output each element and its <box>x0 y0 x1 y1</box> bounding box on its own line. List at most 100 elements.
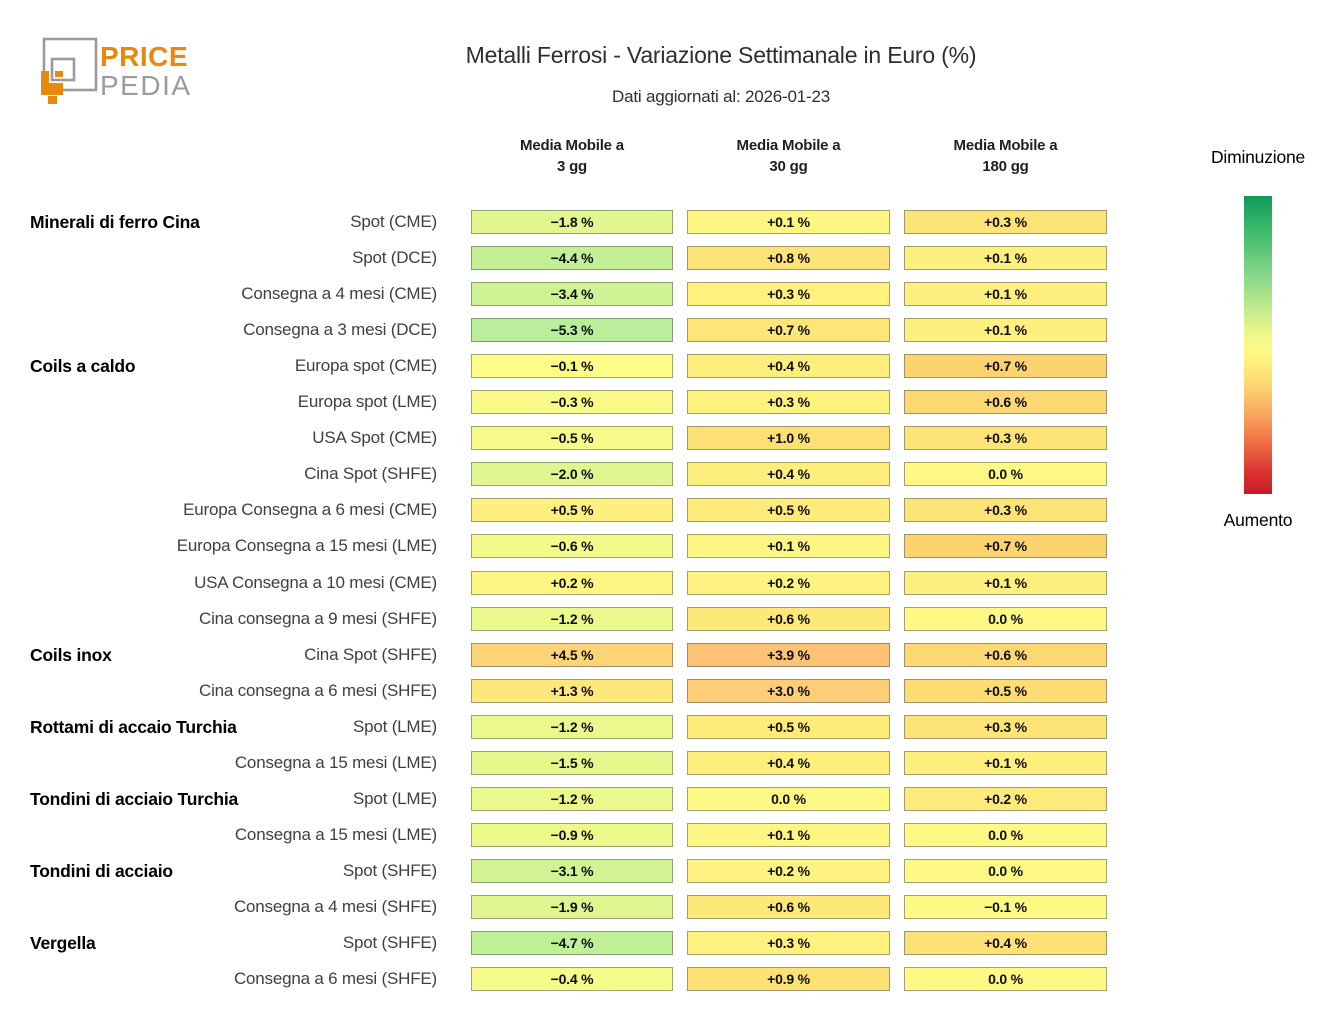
legend-decrease-label: Diminuzione <box>1210 147 1306 167</box>
legend-increase-label: Aumento <box>1223 510 1293 530</box>
table-row: Europa Consegna a 15 mesi (LME) −0.6 % +… <box>0 534 1120 559</box>
table-row: Cina consegna a 6 mesi (SHFE) +1.3 % +3.… <box>0 678 1120 703</box>
data-updated-subtitle: Dati aggiornati al: 2026-01-23 <box>612 87 830 106</box>
row-group-label: Coils a caldo <box>30 356 136 377</box>
heatmap-cell-3gg: −2.0 % <box>471 462 673 487</box>
row-instrument-label: Europa spot (LME) <box>297 392 437 412</box>
row-instrument-label: Spot (SHFE) <box>342 933 437 952</box>
heatmap-cell-3gg: −0.1 % <box>471 354 673 379</box>
heatmap-cell-30gg: +0.8 % <box>687 246 890 271</box>
heatmap-cell-30gg: +0.5 % <box>687 498 890 523</box>
page-title: Metalli Ferrosi - Variazione Settimanale… <box>465 42 977 68</box>
heatmap-cell-30gg: +0.7 % <box>687 318 890 343</box>
row-instrument-label: Europa spot (CME) <box>294 356 437 376</box>
table-row: Cina consegna a 9 mesi (SHFE) −1.2 % +0.… <box>0 606 1120 631</box>
heatmap-cell-180gg: +0.7 % <box>904 354 1107 379</box>
heatmap-cell-30gg: +0.9 % <box>687 967 890 992</box>
table-row: Minerali di ferro Cina Spot (CME) −1.8 %… <box>0 210 1120 234</box>
pricepedia-logo-icon <box>41 37 98 104</box>
heatmap-cell-30gg: +1.0 % <box>687 426 890 451</box>
heatmap-cell-30gg: +0.1 % <box>687 210 890 234</box>
heatmap-cell-180gg: −0.1 % <box>904 894 1107 919</box>
row-instrument-label: Cina Spot (SHFE) <box>304 464 437 484</box>
row-instrument-label: USA Spot (CME) <box>312 428 437 448</box>
heatmap-cell-3gg: −4.7 % <box>471 931 673 955</box>
table-row: Cina Spot (SHFE) −2.0 % +0.4 % 0.0 % <box>0 462 1120 487</box>
table-row: Consegna a 3 mesi (DCE) −5.3 % +0.7 % +0… <box>0 318 1120 343</box>
heatmap-cell-180gg: +0.7 % <box>904 534 1107 559</box>
heatmap-cell-3gg: −3.1 % <box>471 858 673 883</box>
table-row: Coils a caldo Europa spot (CME) −0.1 % +… <box>0 354 1120 379</box>
heatmap-cell-180gg: +0.1 % <box>904 246 1107 271</box>
heatmap-cell-30gg: +0.4 % <box>687 750 890 775</box>
row-instrument-label: Spot (SHFE) <box>342 860 437 880</box>
heatmap-cell-3gg: −1.8 % <box>471 210 673 234</box>
heatmap-cell-180gg: +0.4 % <box>904 931 1107 955</box>
row-instrument-label: Europa Consegna a 6 mesi (CME) <box>183 500 437 520</box>
logo-pedia-label: PEDIA <box>100 70 192 101</box>
table-row: Spot (DCE) −4.4 % +0.8 % +0.1 % <box>0 246 1120 271</box>
table-row: Consegna a 15 mesi (LME) −0.9 % +0.1 % 0… <box>0 822 1120 847</box>
row-instrument-label: Cina consegna a 9 mesi (SHFE) <box>199 608 437 628</box>
heatmap-cell-30gg: 0.0 % <box>687 786 890 811</box>
heatmap-cell-3gg: −1.9 % <box>471 894 673 919</box>
heatmap-cell-30gg: +0.3 % <box>687 390 890 415</box>
heatmap-cell-180gg: +0.1 % <box>904 318 1107 343</box>
heatmap-cell-30gg: +3.0 % <box>687 678 890 703</box>
table-row: Tondini di acciaio Turchia Spot (LME) −1… <box>0 786 1120 811</box>
row-instrument-label: Spot (CME) <box>350 212 437 231</box>
heatmap-cell-3gg: +0.2 % <box>471 570 673 595</box>
heatmap-cell-30gg: +0.2 % <box>687 570 890 595</box>
row-instrument-label: Consegna a 6 mesi (SHFE) <box>233 969 437 989</box>
row-instrument-label: Consegna a 4 mesi (SHFE) <box>233 896 437 916</box>
heatmap-cell-30gg: +0.2 % <box>687 858 890 883</box>
column-header: Media Mobile a 180 gg <box>953 137 1058 175</box>
heatmap-cell-30gg: +0.1 % <box>687 822 890 847</box>
heatmap-cell-3gg: −0.3 % <box>471 390 673 415</box>
heatmap-cell-30gg: +3.9 % <box>687 642 890 667</box>
heatmap-cell-3gg: −0.4 % <box>471 967 673 992</box>
table-row: Consegna a 4 mesi (SHFE) −1.9 % +0.6 % −… <box>0 894 1120 919</box>
heatmap-cell-30gg: +0.1 % <box>687 534 890 559</box>
heatmap-cell-180gg: +0.6 % <box>904 390 1107 415</box>
table-row: Tondini di acciaio Spot (SHFE) −3.1 % +0… <box>0 858 1120 883</box>
heatmap-cell-180gg: 0.0 % <box>904 606 1107 631</box>
heatmap-cell-3gg: −1.2 % <box>471 786 673 811</box>
heatmap-cell-180gg: 0.0 % <box>904 967 1107 992</box>
table-row: Coils inox Cina Spot (SHFE) +4.5 % +3.9 … <box>0 642 1120 667</box>
row-group-label: Coils inox <box>30 644 112 665</box>
table-row: Europa spot (LME) −0.3 % +0.3 % +0.6 % <box>0 390 1120 415</box>
heatmap-cell-180gg: +0.2 % <box>904 786 1107 811</box>
column-header: Media Mobile a 30 gg <box>736 137 841 175</box>
heatmap-cell-180gg: +0.1 % <box>904 282 1107 307</box>
heatmap-cell-3gg: −1.2 % <box>471 714 673 739</box>
heatmap-cell-3gg: +1.3 % <box>471 678 673 703</box>
row-group-label: Vergella <box>30 933 96 953</box>
row-instrument-label: Consegna a 3 mesi (DCE) <box>243 320 437 340</box>
heatmap-cell-180gg: 0.0 % <box>904 858 1107 883</box>
heatmap-cell-30gg: +0.6 % <box>687 894 890 919</box>
heatmap-cell-180gg: +0.6 % <box>904 642 1107 667</box>
row-instrument-label: Europa Consegna a 15 mesi (LME) <box>176 536 437 556</box>
heatmap-cell-180gg: +0.3 % <box>904 426 1107 451</box>
row-instrument-label: Consegna a 15 mesi (LME) <box>234 824 437 844</box>
heatmap-cell-30gg: +0.5 % <box>687 714 890 739</box>
row-instrument-label: Spot (DCE) <box>352 248 437 268</box>
legend-gradient-bar <box>1244 196 1272 494</box>
heatmap-cell-30gg: +0.6 % <box>687 606 890 631</box>
table-row: Europa Consegna a 6 mesi (CME) +0.5 % +0… <box>0 498 1120 523</box>
heatmap-cell-30gg: +0.4 % <box>687 354 890 379</box>
heatmap-cell-30gg: +0.4 % <box>687 462 890 487</box>
heatmap-cell-3gg: −3.4 % <box>471 282 673 307</box>
heatmap-cell-180gg: +0.3 % <box>904 210 1107 234</box>
heatmap-cell-3gg: −1.5 % <box>471 750 673 775</box>
table-row: USA Consegna a 10 mesi (CME) +0.2 % +0.2… <box>0 570 1120 595</box>
row-instrument-label: Cina Spot (SHFE) <box>304 644 437 664</box>
table-row: Consegna a 15 mesi (LME) −1.5 % +0.4 % +… <box>0 750 1120 775</box>
row-instrument-label: Consegna a 15 mesi (LME) <box>234 752 437 772</box>
heatmap-cell-30gg: +0.3 % <box>687 931 890 955</box>
table-row: Consegna a 4 mesi (CME) −3.4 % +0.3 % +0… <box>0 282 1120 307</box>
table-row: Vergella Spot (SHFE) −4.7 % +0.3 % +0.4 … <box>0 931 1120 955</box>
heatmap-cell-3gg: +0.5 % <box>471 498 673 523</box>
